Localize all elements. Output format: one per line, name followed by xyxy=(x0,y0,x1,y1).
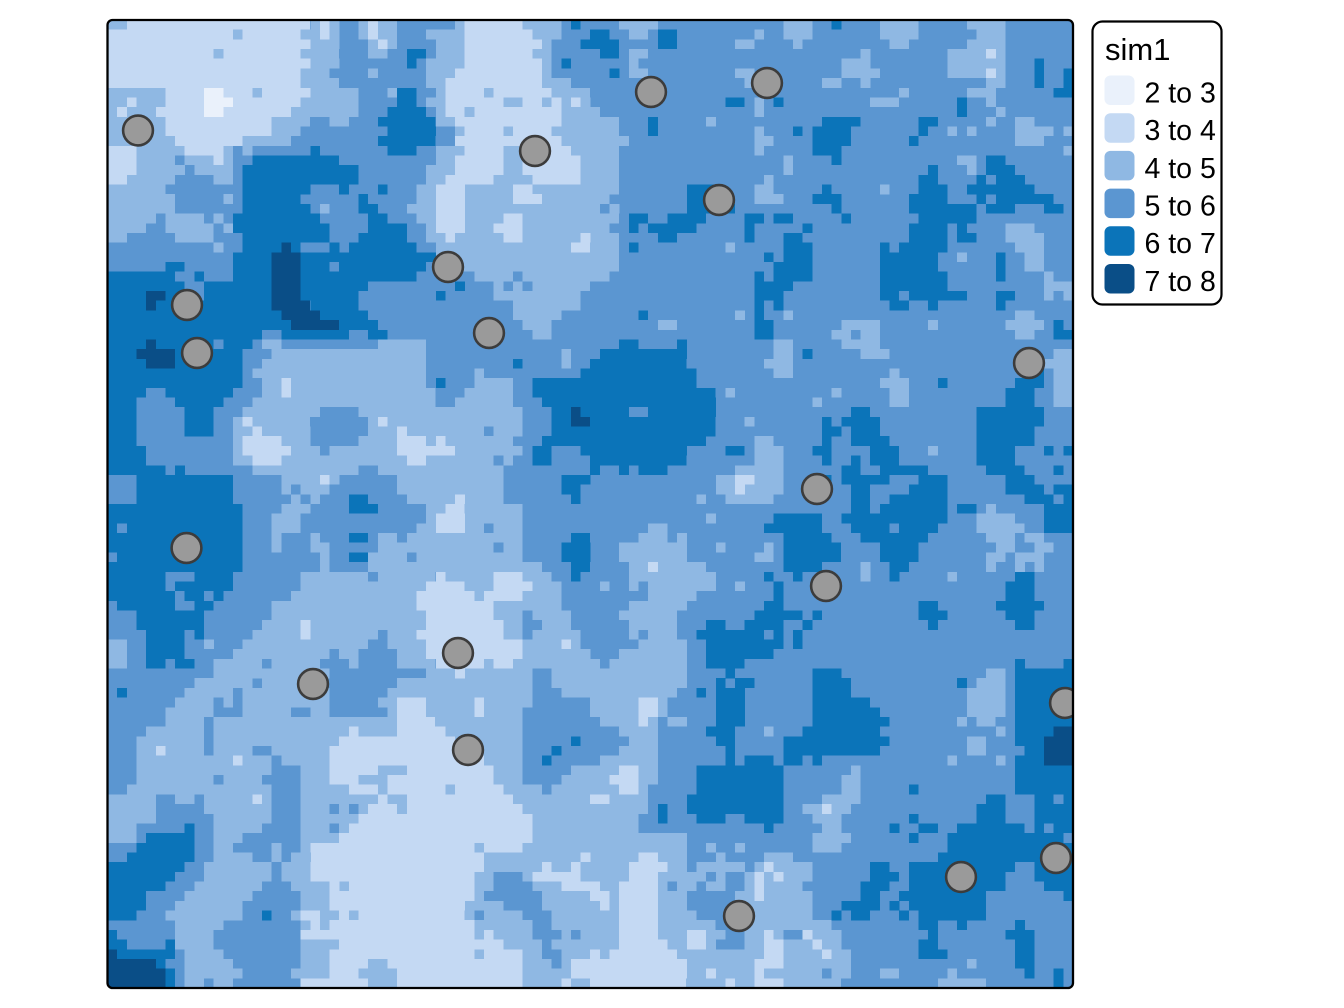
svg-text:3 to 4: 3 to 4 xyxy=(1145,115,1216,147)
svg-text:6 to 7: 6 to 7 xyxy=(1145,228,1216,260)
svg-text:4 to 5: 4 to 5 xyxy=(1145,153,1216,185)
svg-text:sim1: sim1 xyxy=(1105,32,1170,67)
svg-text:2 to 3: 2 to 3 xyxy=(1145,78,1216,110)
svg-text:7 to 8: 7 to 8 xyxy=(1145,266,1216,298)
svg-text:5 to 6: 5 to 6 xyxy=(1145,191,1216,223)
